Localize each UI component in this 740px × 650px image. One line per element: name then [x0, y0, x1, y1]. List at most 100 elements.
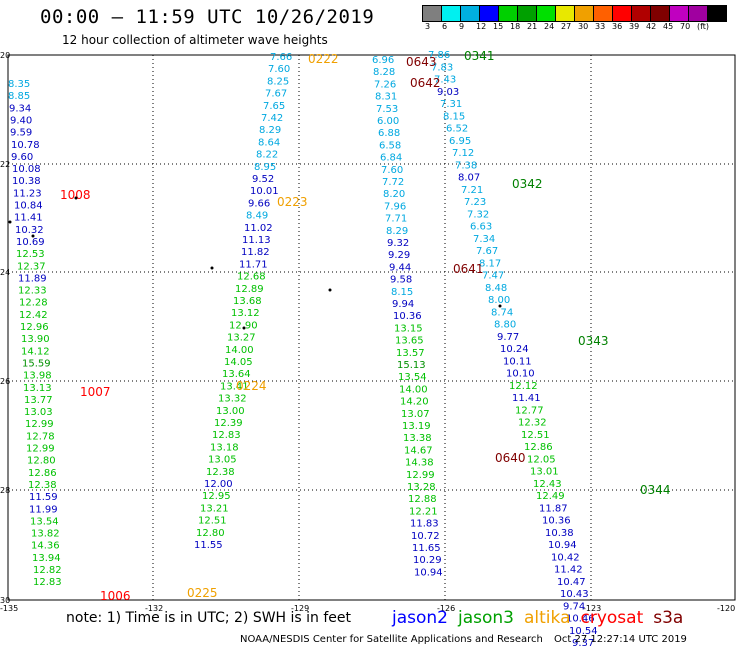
swh-value: 12.99: [25, 419, 54, 430]
page-subtitle: 12 hour collection of altimeter wave hei…: [62, 33, 328, 47]
swh-value: 10.43: [560, 589, 589, 600]
x-tick-label: -120: [717, 604, 735, 613]
swh-value: 12.39: [214, 418, 243, 429]
swh-value: 7.26: [374, 79, 396, 90]
legend-label: 12: [476, 22, 487, 31]
swh-value: 9.34: [9, 103, 31, 114]
swh-value: 9.40: [10, 115, 32, 126]
swh-value: 7.12: [452, 148, 474, 159]
legend-swatch: [707, 5, 727, 22]
swh-value: 13.15: [394, 323, 423, 334]
swh-value: 7.67: [265, 89, 287, 100]
y-tick-label: 30: [0, 596, 10, 605]
pass-time-label: 0224: [236, 379, 267, 393]
island-marker: [210, 266, 214, 270]
swh-value: 13.05: [208, 455, 237, 466]
swh-value: 8.29: [386, 226, 408, 237]
pass-time-label: 0641: [453, 262, 484, 276]
swh-value: 12.78: [26, 431, 55, 442]
swh-value: 9.77: [497, 332, 519, 343]
swh-value: 12.95: [202, 491, 231, 502]
satellite-s3a: s3a: [653, 608, 684, 628]
swh-value: 8.80: [494, 320, 516, 331]
map-frame: [7, 54, 736, 601]
swh-value: 10.47: [557, 577, 586, 588]
swh-value: 8.29: [259, 125, 281, 136]
swh-value: 11.13: [242, 235, 271, 246]
swh-value: 12.51: [198, 516, 227, 527]
pass-time-label: 0225: [187, 586, 218, 600]
swh-value: 13.07: [401, 409, 430, 420]
swh-value: 8.20: [383, 189, 405, 200]
swh-value: 13.54: [30, 516, 59, 527]
swh-value: 7.60: [268, 64, 290, 75]
swh-value: 13.32: [218, 394, 247, 405]
swh-value: 9.37: [572, 638, 594, 649]
swh-value: 12.83: [33, 577, 62, 588]
swh-value: 11.99: [29, 504, 58, 515]
pass-time-label: 0341: [464, 49, 495, 63]
x-tick-label: -129: [291, 604, 309, 613]
swh-value: 10.72: [411, 531, 440, 542]
swh-value: 9.58: [390, 275, 412, 286]
swh-value: 8.49: [246, 211, 268, 222]
swh-value: 14.36: [31, 541, 60, 552]
swh-value: 10.08: [12, 164, 41, 175]
swh-value: 14.38: [405, 458, 434, 469]
swh-value: 12.88: [408, 494, 437, 505]
swh-value: 13.28: [407, 482, 436, 493]
swh-value: 6.58: [379, 140, 401, 151]
swh-value: 13.18: [210, 442, 239, 453]
swh-value: 11.82: [241, 247, 270, 258]
swh-value: 15.59: [22, 358, 51, 369]
swh-value: 8.15: [443, 111, 465, 122]
swh-value: 10.01: [250, 186, 279, 197]
swh-value: 12.53: [16, 249, 45, 260]
swh-value: 13.12: [231, 308, 260, 319]
satellite-jason3: jason3: [458, 608, 514, 628]
legend-label: 70: [680, 22, 691, 31]
legend-label: 24: [544, 22, 555, 31]
swh-value: 12.00: [204, 479, 233, 490]
swh-value: 13.64: [222, 369, 251, 380]
timestamp: Oct 27 12:27:14 UTC 2019: [554, 634, 687, 645]
swh-value: 9.03: [437, 87, 459, 98]
swh-value: 6.00: [377, 116, 399, 127]
swh-value: 6.88: [378, 128, 400, 139]
swh-value: 11.59: [29, 492, 58, 503]
swh-value: 7.72: [382, 177, 404, 188]
pass-time-label: 1008: [60, 188, 91, 202]
pass-time-label: 0342: [512, 177, 543, 191]
swh-value: 12.32: [518, 418, 547, 429]
y-tick-label: 26: [0, 377, 10, 386]
pass-time-label: 0642: [410, 76, 441, 90]
swh-value: 13.68: [233, 296, 262, 307]
legend-label: 6: [442, 22, 448, 31]
y-tick-label: 24: [0, 268, 10, 277]
swh-value: 6.52: [446, 124, 468, 135]
legend-label: 18: [510, 22, 521, 31]
swh-value: 13.38: [403, 433, 432, 444]
swh-value: 10.54: [569, 626, 598, 637]
swh-value: 15.13: [397, 360, 426, 371]
swh-value: 11.02: [244, 223, 273, 234]
swh-value: 14.00: [399, 384, 428, 395]
footer-note: note: 1) Time is in UTC; 2) SWH is in fe…: [66, 610, 352, 626]
pass-time-label: 0643: [406, 55, 437, 69]
swh-value: 12.80: [196, 528, 225, 539]
swh-value: 10.84: [14, 201, 43, 212]
pass-time-label: 0344: [640, 483, 671, 497]
swh-value: 10.29: [413, 555, 442, 566]
swh-value: 7.42: [261, 113, 283, 124]
swh-value: 8.28: [373, 67, 395, 78]
swh-value: 9.74: [563, 601, 585, 612]
island-marker: [31, 234, 35, 238]
swh-value: 7.38: [455, 160, 477, 171]
swh-value: 12.83: [212, 430, 241, 441]
swh-value: 8.00: [488, 295, 510, 306]
swh-value: 12.33: [18, 286, 47, 297]
swh-value: 7.32: [467, 209, 489, 220]
swh-value: 9.29: [388, 250, 410, 261]
swh-value: 10.36: [542, 516, 571, 527]
swh-value: 13.00: [216, 406, 245, 417]
